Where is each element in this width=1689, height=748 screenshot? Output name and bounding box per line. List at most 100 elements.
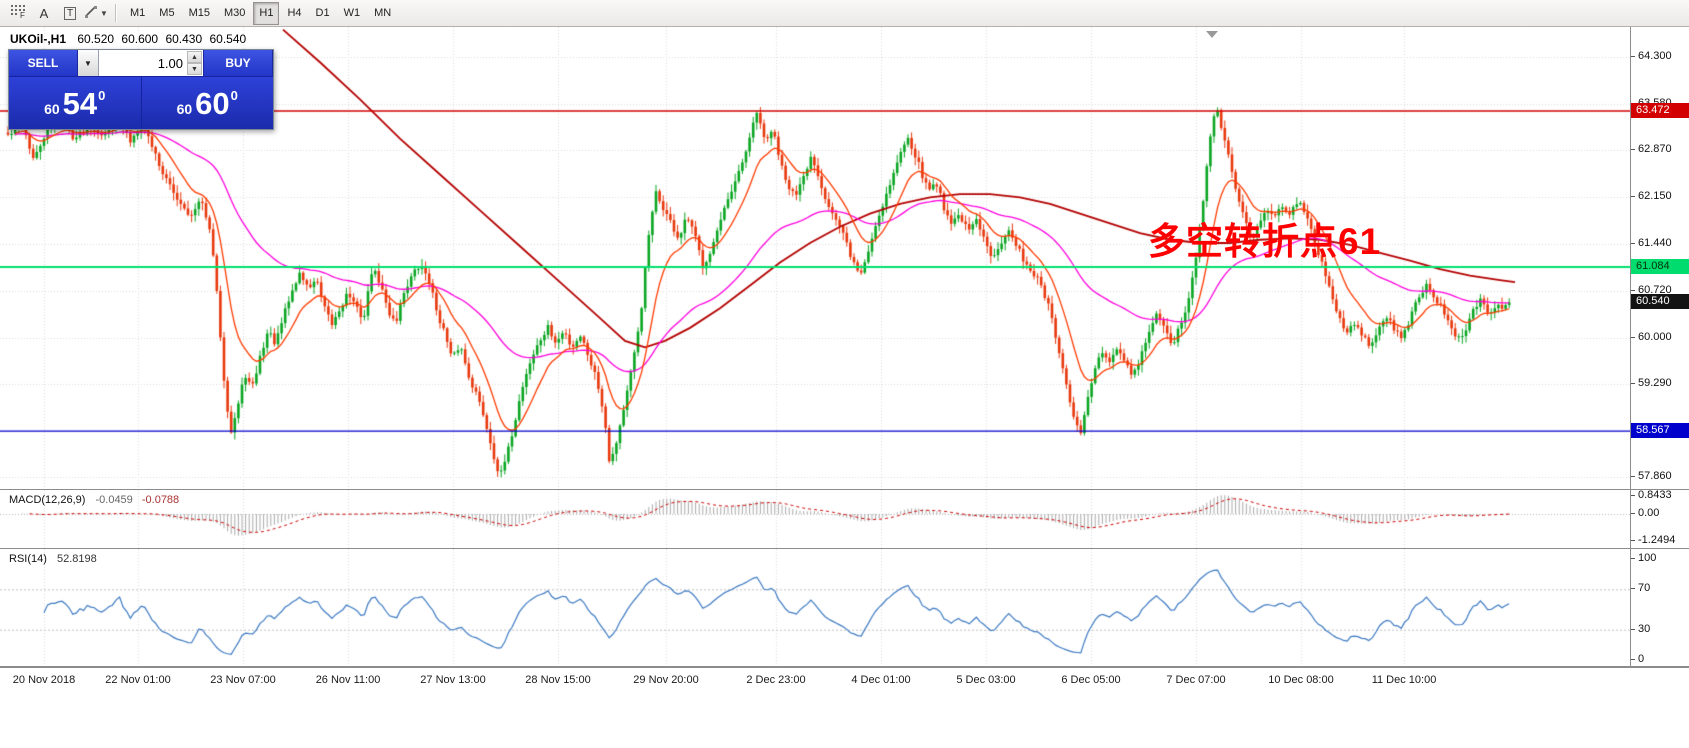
chart-annotation: 多空转折点61 xyxy=(1148,221,1382,262)
tick-grid-tool-button[interactable]: F xyxy=(6,3,30,24)
sell-price-small: 60 xyxy=(44,101,60,117)
price-tick-label: 64.300 xyxy=(1631,50,1672,63)
shapes-tool-button[interactable]: ▼ xyxy=(84,3,108,24)
price-tick-label: 61.440 xyxy=(1631,236,1672,249)
panel-divider[interactable] xyxy=(0,548,1689,549)
tick-grid-icon: F xyxy=(10,4,27,22)
one-click-trading-panel: SELL ▼ 1.00 ▲ ▼ BUY 60 54 0 xyxy=(8,49,274,130)
rsi-tick-label: 0 xyxy=(1630,653,1645,665)
macd-tick-label: -1.2494 xyxy=(1630,533,1676,546)
buy-price-small: 60 xyxy=(176,101,193,117)
time-tick-label: 11 Dec 10:00 xyxy=(1371,674,1437,686)
macd-label: MACD(12,26,9) -0.0459 -0.0788 xyxy=(9,494,179,506)
price-tick-label: 62.150 xyxy=(1631,190,1672,203)
timeframe-m5[interactable]: M5 xyxy=(159,7,175,19)
price-badge: 60.540 xyxy=(1631,294,1689,310)
sell-button[interactable]: SELL xyxy=(9,50,78,76)
open-value: 60.520 xyxy=(77,32,115,46)
timeframe-mn[interactable]: MN xyxy=(374,7,392,19)
chart-shift-marker[interactable] xyxy=(1206,31,1218,38)
timeframe-w1[interactable]: W1 xyxy=(343,7,361,19)
low-value: 60.430 xyxy=(165,32,203,46)
rsi-value: 52.8198 xyxy=(56,553,97,565)
svg-text:F: F xyxy=(20,11,25,19)
trade-options-dropdown[interactable]: ▼ xyxy=(78,50,99,76)
timeframe-m1[interactable]: M1 xyxy=(130,7,146,19)
price-axis[interactable]: 64.30063.58062.87062.15061.44060.72060.0… xyxy=(1630,27,1689,489)
time-tick-label: 6 Dec 05:00 xyxy=(1061,674,1121,686)
macd-name: MACD(12,26,9) xyxy=(9,494,86,506)
buy-price-display[interactable]: 60 60 0 xyxy=(140,77,274,129)
time-tick-label: 4 Dec 01:00 xyxy=(851,674,911,686)
price-tick-label: 57.860 xyxy=(1631,470,1672,483)
timeframe-m15[interactable]: M15 xyxy=(188,7,210,19)
timeframe-group: M1 M5 M15 M30 H1 H4 D1 W1 MN xyxy=(123,1,398,25)
shapes-icon xyxy=(84,5,98,22)
text-tool-icon: A xyxy=(39,5,49,21)
timeframe-h1[interactable]: H1 xyxy=(253,1,280,25)
panel-divider[interactable] xyxy=(0,489,1689,490)
label-tool-icon: T xyxy=(63,6,77,20)
stepper-down-icon[interactable]: ▼ xyxy=(187,63,202,75)
macd-signal-value: -0.0788 xyxy=(141,494,180,506)
buy-price-sup: 0 xyxy=(230,87,238,103)
rsi-label: RSI(14) 52.8198 xyxy=(9,553,97,565)
price-tick-label: 62.870 xyxy=(1631,143,1672,156)
time-tick-label: 27 Nov 13:00 xyxy=(420,674,486,686)
macd-tick-label: 0.8433 xyxy=(1631,490,1672,501)
timeframe-d1[interactable]: D1 xyxy=(315,7,330,19)
sell-price-big: 54 xyxy=(62,85,98,121)
high-value: 60.600 xyxy=(121,32,159,46)
caret-down-icon: ▼ xyxy=(84,58,92,68)
macd-canvas[interactable] xyxy=(0,490,1630,548)
timeframe-m30[interactable]: M30 xyxy=(223,7,246,19)
price-tick-label: 60.720 xyxy=(1631,283,1672,296)
price-tick-label: 59.290 xyxy=(1631,376,1672,389)
text-tool-button[interactable]: A xyxy=(32,3,56,24)
time-tick-label: 5 Dec 03:00 xyxy=(956,674,1016,686)
time-tick-label: 23 Nov 07:00 xyxy=(210,674,276,686)
ohlc-header: UKOil-,H1 60.520 60.600 60.430 60.540 xyxy=(10,32,250,46)
toolbar-separator xyxy=(115,4,117,22)
macd-axis[interactable]: 0.8433 0.00 -1.2494 xyxy=(1630,490,1689,548)
main-chart-panel: UKOil-,H1 60.520 60.600 60.430 60.540 SE… xyxy=(0,27,1689,489)
time-tick-label: 28 Nov 15:00 xyxy=(525,674,591,686)
chevron-down-icon: ▼ xyxy=(100,8,108,18)
stepper-up-icon[interactable]: ▲ xyxy=(187,51,202,63)
price-tick-label: 60.000 xyxy=(1631,330,1672,343)
rsi-tick-label: 30 xyxy=(1630,622,1651,635)
timeframe-h4[interactable]: H4 xyxy=(287,7,302,19)
volume-value: 1.00 xyxy=(157,55,183,71)
volume-field[interactable]: 1.00 ▲ ▼ xyxy=(98,50,204,76)
macd-main-value: -0.0459 xyxy=(95,494,133,506)
rsi-canvas[interactable] xyxy=(0,549,1630,666)
rsi-panel: RSI(14) 52.8198 100 70 30 0 xyxy=(0,549,1689,666)
buy-button[interactable]: BUY xyxy=(204,50,273,76)
close-value: 60.540 xyxy=(209,32,247,46)
time-tick-label: 10 Dec 08:00 xyxy=(1268,674,1334,686)
time-tick-label: 20 Nov 2018 xyxy=(12,674,76,686)
macd-panel: MACD(12,26,9) -0.0459 -0.0788 0.8433 0.00… xyxy=(0,490,1689,548)
chart-window: UKOil-,H1 60.520 60.600 60.430 60.540 SE… xyxy=(0,27,1689,748)
buy-price-big: 60 xyxy=(195,85,230,121)
time-tick-label: 29 Nov 20:00 xyxy=(633,674,699,686)
price-badge: 61.084 xyxy=(1631,258,1689,274)
rsi-tick-label: 100 xyxy=(1630,552,1657,564)
toolbar: F A T ▼ M1 M5 M15 M30 H1 H4 D1 W1 MN xyxy=(0,0,1689,27)
price-badge: 58.567 xyxy=(1631,423,1689,439)
label-tool-button[interactable]: T xyxy=(58,3,82,24)
time-tick-label: 26 Nov 11:00 xyxy=(315,674,381,686)
price-badge: 63.472 xyxy=(1631,103,1689,119)
volume-stepper: ▲ ▼ xyxy=(187,51,202,75)
sell-price-sup: 0 xyxy=(98,87,106,103)
panel-divider[interactable] xyxy=(0,666,1689,667)
time-tick-label: 7 Dec 07:00 xyxy=(1166,674,1226,686)
symbol-period-label: UKOil-,H1 xyxy=(10,32,67,46)
time-axis[interactable]: 20 Nov 2018 22 Nov 01:00 23 Nov 07:00 26 No… xyxy=(0,667,1689,748)
rsi-axis[interactable]: 100 70 30 0 xyxy=(1630,549,1689,666)
time-tick-label: 2 Dec 23:00 xyxy=(746,674,806,686)
sell-price-display[interactable]: 60 54 0 xyxy=(9,77,141,129)
rsi-name: RSI(14) xyxy=(9,553,47,565)
time-tick-label: 22 Nov 01:00 xyxy=(105,674,171,686)
macd-tick-label: 0.00 xyxy=(1630,507,1660,519)
